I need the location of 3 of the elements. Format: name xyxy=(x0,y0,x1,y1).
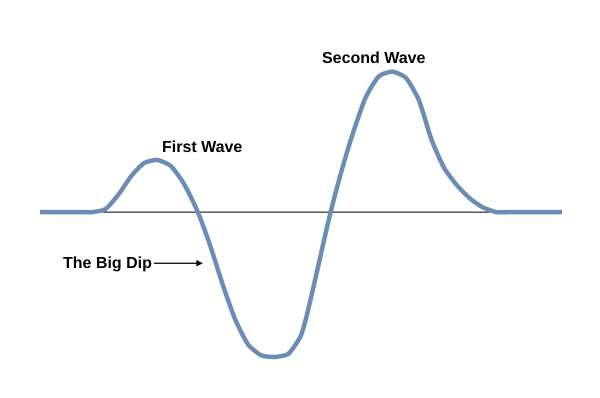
annotation: First Wave xyxy=(162,139,242,156)
annotation: The Big Dip xyxy=(63,255,152,272)
text: Second Wave xyxy=(322,50,426,67)
